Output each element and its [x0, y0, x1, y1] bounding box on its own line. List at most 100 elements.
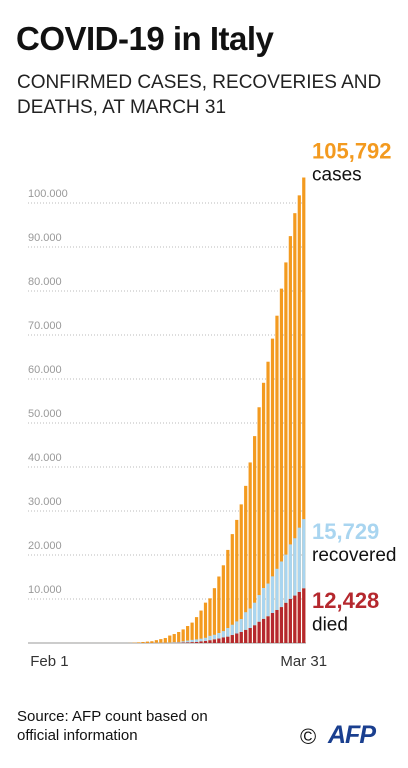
value-label: 105,792 — [312, 138, 392, 163]
bar — [284, 602, 288, 643]
bar — [266, 361, 270, 643]
bar — [248, 628, 252, 643]
bar — [203, 637, 208, 641]
bar — [212, 588, 217, 643]
bar — [186, 640, 190, 643]
bar — [293, 538, 297, 596]
x-tick-label: Mar 31 — [280, 653, 327, 670]
y-tick-label: 100.000 — [28, 188, 68, 200]
y-tick-label: 90.000 — [28, 232, 62, 244]
bar — [235, 633, 239, 643]
bar — [208, 598, 212, 643]
bar — [235, 519, 239, 643]
bar — [275, 315, 279, 643]
bar — [181, 629, 185, 643]
bar — [253, 602, 257, 626]
bar — [270, 612, 275, 643]
bar — [212, 639, 217, 643]
bar — [257, 407, 261, 643]
bar — [297, 527, 301, 592]
bar — [226, 549, 230, 643]
chart: 10.000 20.000 30.000 40.000 50.000 60.000 70.0… — [28, 138, 397, 670]
bar — [293, 595, 297, 643]
bar — [190, 639, 194, 643]
y-tick-label: 40.000 — [28, 452, 62, 464]
bar — [257, 621, 261, 643]
bar — [248, 608, 252, 629]
bar — [150, 641, 154, 643]
bar — [248, 462, 252, 643]
bar — [194, 617, 199, 643]
bar — [159, 639, 163, 643]
bar — [194, 639, 199, 642]
y-tick-label: 50.000 — [28, 408, 62, 420]
bar — [172, 634, 176, 643]
bar — [177, 641, 181, 643]
credit-symbol: © — [300, 724, 317, 749]
bar — [199, 638, 203, 642]
bar — [275, 609, 279, 643]
bar — [244, 612, 248, 630]
bar — [244, 629, 248, 643]
bar — [203, 602, 208, 643]
y-tick-label: 60.000 — [28, 364, 62, 376]
series-label: died — [312, 614, 348, 635]
bar — [244, 485, 248, 643]
bar — [194, 641, 199, 643]
bar — [239, 504, 243, 643]
bar — [230, 635, 234, 643]
bar — [141, 641, 145, 643]
bar — [168, 635, 172, 643]
bar — [208, 640, 212, 643]
bar — [261, 588, 266, 619]
y-tick-label: 20.000 — [28, 540, 62, 552]
bar — [199, 610, 203, 643]
bar — [239, 619, 243, 632]
bar — [302, 519, 306, 589]
bar — [279, 561, 284, 608]
bar — [221, 631, 225, 638]
bar — [230, 624, 234, 636]
bar — [279, 288, 284, 643]
bar — [284, 262, 288, 643]
bar — [270, 338, 275, 643]
bar — [154, 640, 158, 643]
bar — [226, 628, 230, 637]
bar — [279, 607, 284, 643]
bar — [261, 618, 266, 643]
bar — [275, 568, 279, 610]
bar — [212, 634, 217, 640]
bar — [136, 642, 141, 643]
bar — [261, 382, 266, 643]
bar — [297, 195, 301, 644]
value-label: 15,729 — [312, 519, 379, 544]
bar — [266, 616, 270, 643]
x-tick-label: Feb 1 — [30, 653, 68, 670]
bar — [235, 621, 239, 634]
bar — [257, 595, 261, 622]
bar — [199, 641, 203, 643]
bar — [217, 638, 221, 643]
bar — [208, 635, 212, 641]
subtitle: CONFIRMED CASES, RECOVERIES AND DEATHS, … — [17, 72, 382, 118]
title: COVID-19 in Italy — [16, 20, 274, 57]
value-label: 12,428 — [312, 588, 379, 613]
bar — [226, 636, 230, 643]
bar — [297, 591, 301, 643]
bar — [253, 436, 257, 643]
series-label: cases — [312, 165, 362, 186]
y-tick-label: 80.000 — [28, 276, 62, 288]
y-tick-label: 10.000 — [28, 584, 62, 596]
bar — [270, 576, 275, 613]
bar — [190, 622, 194, 643]
bar — [266, 583, 270, 617]
bar — [288, 544, 292, 599]
y-tick-label: 70.000 — [28, 320, 62, 332]
bar — [217, 632, 221, 639]
bar — [203, 640, 208, 643]
bar — [186, 642, 190, 643]
bar — [239, 631, 243, 643]
bar — [221, 637, 225, 643]
bar — [172, 642, 176, 643]
